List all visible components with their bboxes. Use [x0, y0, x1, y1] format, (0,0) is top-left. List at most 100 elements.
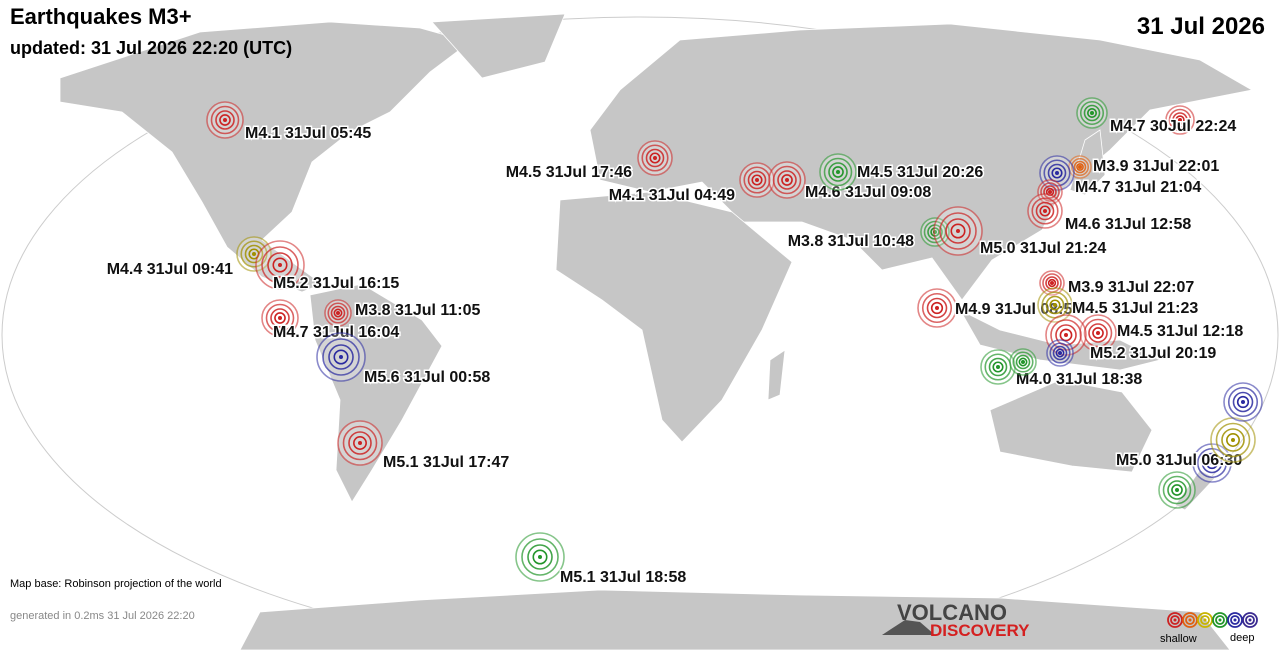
- logo: VOLCANO DISCOVERY: [882, 600, 1030, 640]
- quake-marker: [1039, 155, 1075, 191]
- quake-label: M4.5 31Jul 17:46: [506, 164, 632, 181]
- marker-ring: [1031, 197, 1059, 225]
- marker-center: [1178, 118, 1182, 122]
- marker-ring: [1015, 354, 1031, 370]
- marker-center: [785, 178, 789, 182]
- marker-ring: [1035, 201, 1055, 221]
- legend-ring: [1167, 612, 1183, 628]
- marker-ring: [1167, 480, 1187, 500]
- legend-ring: [1182, 612, 1198, 628]
- marker-ring: [992, 361, 1004, 373]
- quake-label: M4.1 31Jul 05:45: [245, 125, 371, 142]
- marker-ring: [1168, 108, 1192, 132]
- marker-ring: [641, 144, 669, 172]
- quake-marker: [316, 332, 366, 382]
- quake-label: M4.6 31Jul 09:08: [805, 184, 931, 201]
- quake-marker: [515, 532, 565, 582]
- marker-ring: [945, 218, 971, 244]
- marker-ring: [267, 252, 293, 278]
- marker-center: [1210, 461, 1214, 465]
- marker-ring: [527, 544, 553, 570]
- quake-marker: [1027, 193, 1063, 229]
- marker-ring: [1045, 295, 1065, 315]
- marker-ring: [244, 244, 264, 264]
- marker-ring: [823, 157, 853, 187]
- legend-ring: [1230, 615, 1240, 625]
- north-america: [59, 21, 471, 293]
- quake-marker: [206, 101, 244, 139]
- marker-center: [358, 441, 362, 445]
- marker-ring: [328, 344, 354, 370]
- marker-ring: [751, 174, 763, 186]
- marker-center: [1175, 488, 1179, 492]
- marker-ring: [1162, 475, 1192, 505]
- marker-ring: [270, 308, 290, 328]
- legend-ring: [1242, 612, 1258, 628]
- legend-deep: deep: [1230, 632, 1254, 644]
- marker-ring: [1049, 342, 1071, 364]
- marker-center: [1090, 111, 1094, 115]
- marker-ring: [772, 165, 802, 195]
- quake-label: M5.0 31Jul 06:30: [1116, 452, 1242, 469]
- quake-label: M4.7 31Jul 16:04: [273, 324, 399, 341]
- marker-center: [956, 229, 960, 233]
- quake-marker: [819, 153, 857, 191]
- marker-ring: [1051, 167, 1063, 179]
- quake-label: M3.9 31Jul 22:07: [1068, 279, 1194, 296]
- logo-line1: VOLCANO: [897, 600, 1007, 625]
- quake-marker: [1076, 97, 1108, 129]
- marker-ring: [261, 246, 299, 284]
- marker-ring: [1083, 104, 1101, 122]
- marker-ring: [521, 538, 559, 576]
- quake-label: M3.8 31Jul 11:05: [355, 302, 481, 319]
- marker-center: [1078, 165, 1082, 169]
- marker-ring: [1055, 348, 1065, 358]
- marker-ring: [1205, 456, 1219, 470]
- quake-label: M4.5 31Jul 21:23: [1072, 300, 1198, 317]
- marker-ring: [1201, 452, 1223, 474]
- legend-dot: [1233, 618, 1237, 622]
- marker-ring: [926, 297, 948, 319]
- quake-label: M5.6 31Jul 00:58: [364, 369, 490, 386]
- updated: updated: 31 Jul 2026 22:20 (UTC): [10, 38, 292, 58]
- marker-ring: [1040, 182, 1060, 202]
- date: 31 Jul 2026: [1137, 13, 1265, 40]
- marker-ring: [1052, 345, 1068, 361]
- australia: [989, 379, 1153, 473]
- quake-marker: [1009, 348, 1037, 376]
- marker-ring: [1073, 160, 1087, 174]
- logo-volcano: [882, 620, 935, 635]
- legend-ring: [1245, 615, 1255, 625]
- quake-label: M5.1 31Jul 18:58: [560, 569, 686, 586]
- marker-ring: [342, 425, 378, 461]
- marker-ring: [950, 223, 966, 239]
- quake-label: M4.4 31Jul 09:41: [107, 261, 233, 278]
- quake-marker: [637, 140, 673, 176]
- generated-note: generated in 0.2ms 31 Jul 2026 22:20: [10, 610, 195, 622]
- marker-center: [1050, 281, 1054, 285]
- marker-center: [1043, 209, 1047, 213]
- marker-center: [538, 555, 542, 559]
- marker-center: [996, 365, 1000, 369]
- marker-center: [1048, 190, 1052, 194]
- legend-dot: [1173, 618, 1177, 622]
- title: Earthquakes M3+: [10, 4, 192, 29]
- marker-ring: [348, 431, 372, 455]
- marker-ring: [1043, 185, 1057, 199]
- marker-ring: [747, 170, 767, 190]
- legend-shallow: shallow: [1160, 633, 1197, 645]
- quake-marker: [1045, 314, 1087, 356]
- marker-ring: [1076, 163, 1084, 171]
- quake-marker: [1192, 443, 1232, 483]
- quake-marker: [1158, 471, 1196, 509]
- marker-center: [1241, 400, 1245, 404]
- marker-ring: [1039, 205, 1051, 217]
- quake-label: M4.6 31Jul 12:58: [1065, 216, 1191, 233]
- marker-ring: [532, 549, 548, 565]
- quake-label: M3.8 31Jul 10:48: [788, 233, 914, 250]
- legend-dot: [1218, 618, 1222, 622]
- marker-ring: [265, 303, 295, 333]
- marker-center: [278, 316, 282, 320]
- quake-marker: [933, 206, 983, 256]
